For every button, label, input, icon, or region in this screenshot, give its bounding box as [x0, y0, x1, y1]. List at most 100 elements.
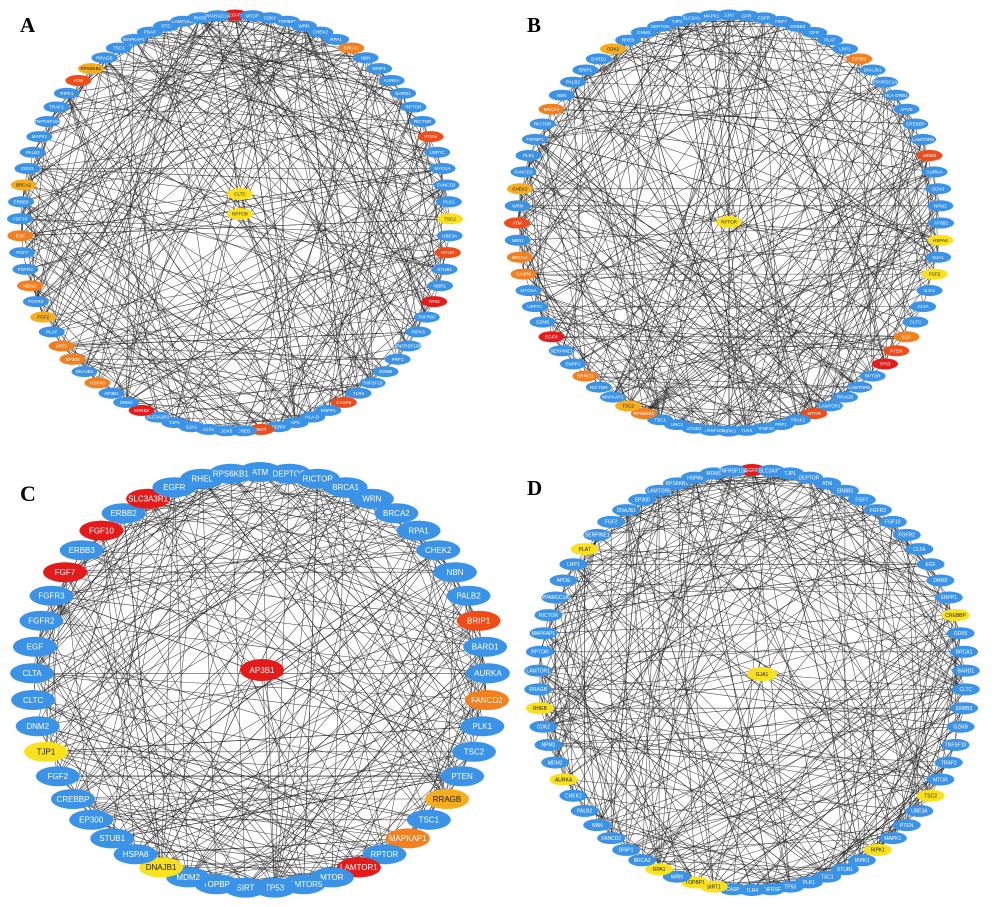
- interaction-edge: [21, 80, 392, 203]
- gene-node-label: RTC: [161, 24, 171, 29]
- gene-node-label: PALB2: [577, 809, 592, 815]
- gene-node-label: EGFR: [229, 13, 242, 18]
- gene-node: BARD1: [585, 53, 612, 65]
- gene-node-label: PRF1: [392, 357, 404, 362]
- interaction-edge: [72, 498, 149, 800]
- gene-node: MAPKAP1: [385, 828, 430, 849]
- interaction-edge: [542, 123, 935, 173]
- gene-node: FANCD2: [464, 690, 509, 710]
- interaction-edge: [90, 68, 435, 302]
- gene-node: SERPINE1: [548, 345, 575, 357]
- interaction-edge: [519, 39, 629, 189]
- gene-node: FGF7: [9, 247, 36, 259]
- interaction-edge: [543, 534, 598, 727]
- interaction-edge: [147, 498, 360, 868]
- gene-node-ellipse: [53, 87, 80, 99]
- interaction-edge: [239, 47, 352, 195]
- gene-node-label: LAMTOR1: [819, 404, 841, 409]
- gene-node-label: STUB1: [837, 867, 853, 873]
- gene-node-label: RIPK3: [722, 429, 736, 434]
- interaction-edge: [643, 222, 942, 414]
- interaction-edge: [797, 69, 873, 420]
- interaction-edge: [66, 47, 352, 94]
- gene-node: AURKA: [378, 75, 405, 86]
- gene-node-ellipse: [559, 789, 588, 802]
- network-panel-b: B GJA1 GFR FGFRFGF7ERBB3GFRPLATLRP1EP300DNA…: [504, 9, 954, 437]
- interaction-edge: [22, 252, 296, 423]
- interaction-edge: [61, 345, 359, 394]
- interaction-edge: [528, 155, 747, 431]
- gene-node: RIPK3: [847, 854, 876, 867]
- gene-node-label: BARD1: [957, 668, 974, 674]
- interaction-edge: [892, 615, 956, 839]
- interaction-edge: [517, 15, 747, 207]
- gene-node-ellipse: [946, 627, 975, 640]
- gene-node-label: CASP8: [336, 400, 352, 405]
- gene-node-ellipse: [456, 610, 501, 631]
- gene-node-label: BRIP1: [579, 68, 593, 73]
- interaction-edge: [516, 222, 712, 431]
- gene-node-label: WRN: [298, 24, 309, 29]
- interaction-edge: [165, 25, 227, 431]
- interaction-edge: [572, 171, 935, 365]
- interaction-edge: [676, 155, 930, 425]
- interaction-edge: [123, 513, 439, 551]
- gene-node-ellipse: [950, 702, 979, 715]
- gene-node-label: RPS6KB1: [633, 411, 654, 416]
- interaction-edge: [523, 171, 860, 388]
- gene-node-ellipse: [77, 63, 104, 75]
- interaction-edge: [104, 57, 241, 195]
- gene-node-ellipse: [338, 42, 365, 54]
- gene-node-label: APC: [291, 420, 301, 425]
- interaction-edge: [123, 486, 346, 514]
- interaction-edge: [23, 184, 445, 270]
- interaction-edge: [295, 136, 431, 423]
- gene-node-ellipse: [417, 131, 444, 143]
- interaction-edge: [41, 620, 189, 878]
- interaction-edge: [261, 550, 439, 671]
- gene-node: GZMB: [372, 366, 399, 378]
- interaction-edge: [642, 633, 961, 861]
- gene-node-label: GFR: [742, 13, 752, 18]
- gene-node: NBN: [548, 89, 575, 101]
- interaction-edge: [641, 470, 734, 861]
- interaction-edge: [612, 48, 939, 258]
- interaction-edge: [919, 651, 965, 811]
- gene-node: PTEN: [417, 131, 444, 143]
- interaction-edge: [523, 273, 695, 429]
- gene-node-ellipse: [15, 716, 60, 737]
- hub-gene-node: RPTOR: [227, 208, 253, 220]
- interaction-edge: [123, 513, 479, 622]
- interaction-edge: [288, 473, 488, 701]
- gene-node: BRIP1: [456, 610, 501, 631]
- gene-node-label: LAMTOR1: [340, 863, 378, 872]
- gene-node: HSPA8: [113, 844, 158, 865]
- gene-node: BRCA1: [506, 251, 533, 263]
- interaction-edge: [643, 171, 935, 414]
- interaction-edge: [597, 477, 810, 826]
- interaction-edge: [948, 708, 965, 763]
- interaction-edge: [288, 473, 430, 820]
- interaction-edge: [187, 473, 290, 878]
- hub-gene-node: CLTC: [227, 188, 253, 200]
- interaction-edge: [728, 221, 873, 377]
- interaction-edge: [884, 188, 939, 364]
- interaction-edge: [147, 498, 448, 800]
- gene-node-ellipse: [433, 179, 460, 191]
- gene-node: ERBB3: [830, 484, 859, 497]
- interaction-edge: [61, 345, 244, 432]
- gene-node-label: GJA1: [924, 288, 936, 293]
- interaction-edge: [543, 483, 828, 727]
- gene-node-ellipse: [529, 720, 558, 733]
- gene-node: CLTC: [902, 316, 929, 328]
- gene-node-label: PTEN: [900, 823, 914, 829]
- interaction-edge: [584, 548, 949, 598]
- interaction-edge: [91, 775, 463, 821]
- interaction-edge: [539, 534, 907, 709]
- interaction-edge: [573, 564, 828, 877]
- interaction-edge: [20, 15, 218, 236]
- interaction-edge: [112, 838, 359, 868]
- gene-node-label: CLTA: [918, 304, 930, 309]
- gene-node: TSC2: [437, 213, 463, 225]
- gene-node: ERBB2: [950, 702, 979, 715]
